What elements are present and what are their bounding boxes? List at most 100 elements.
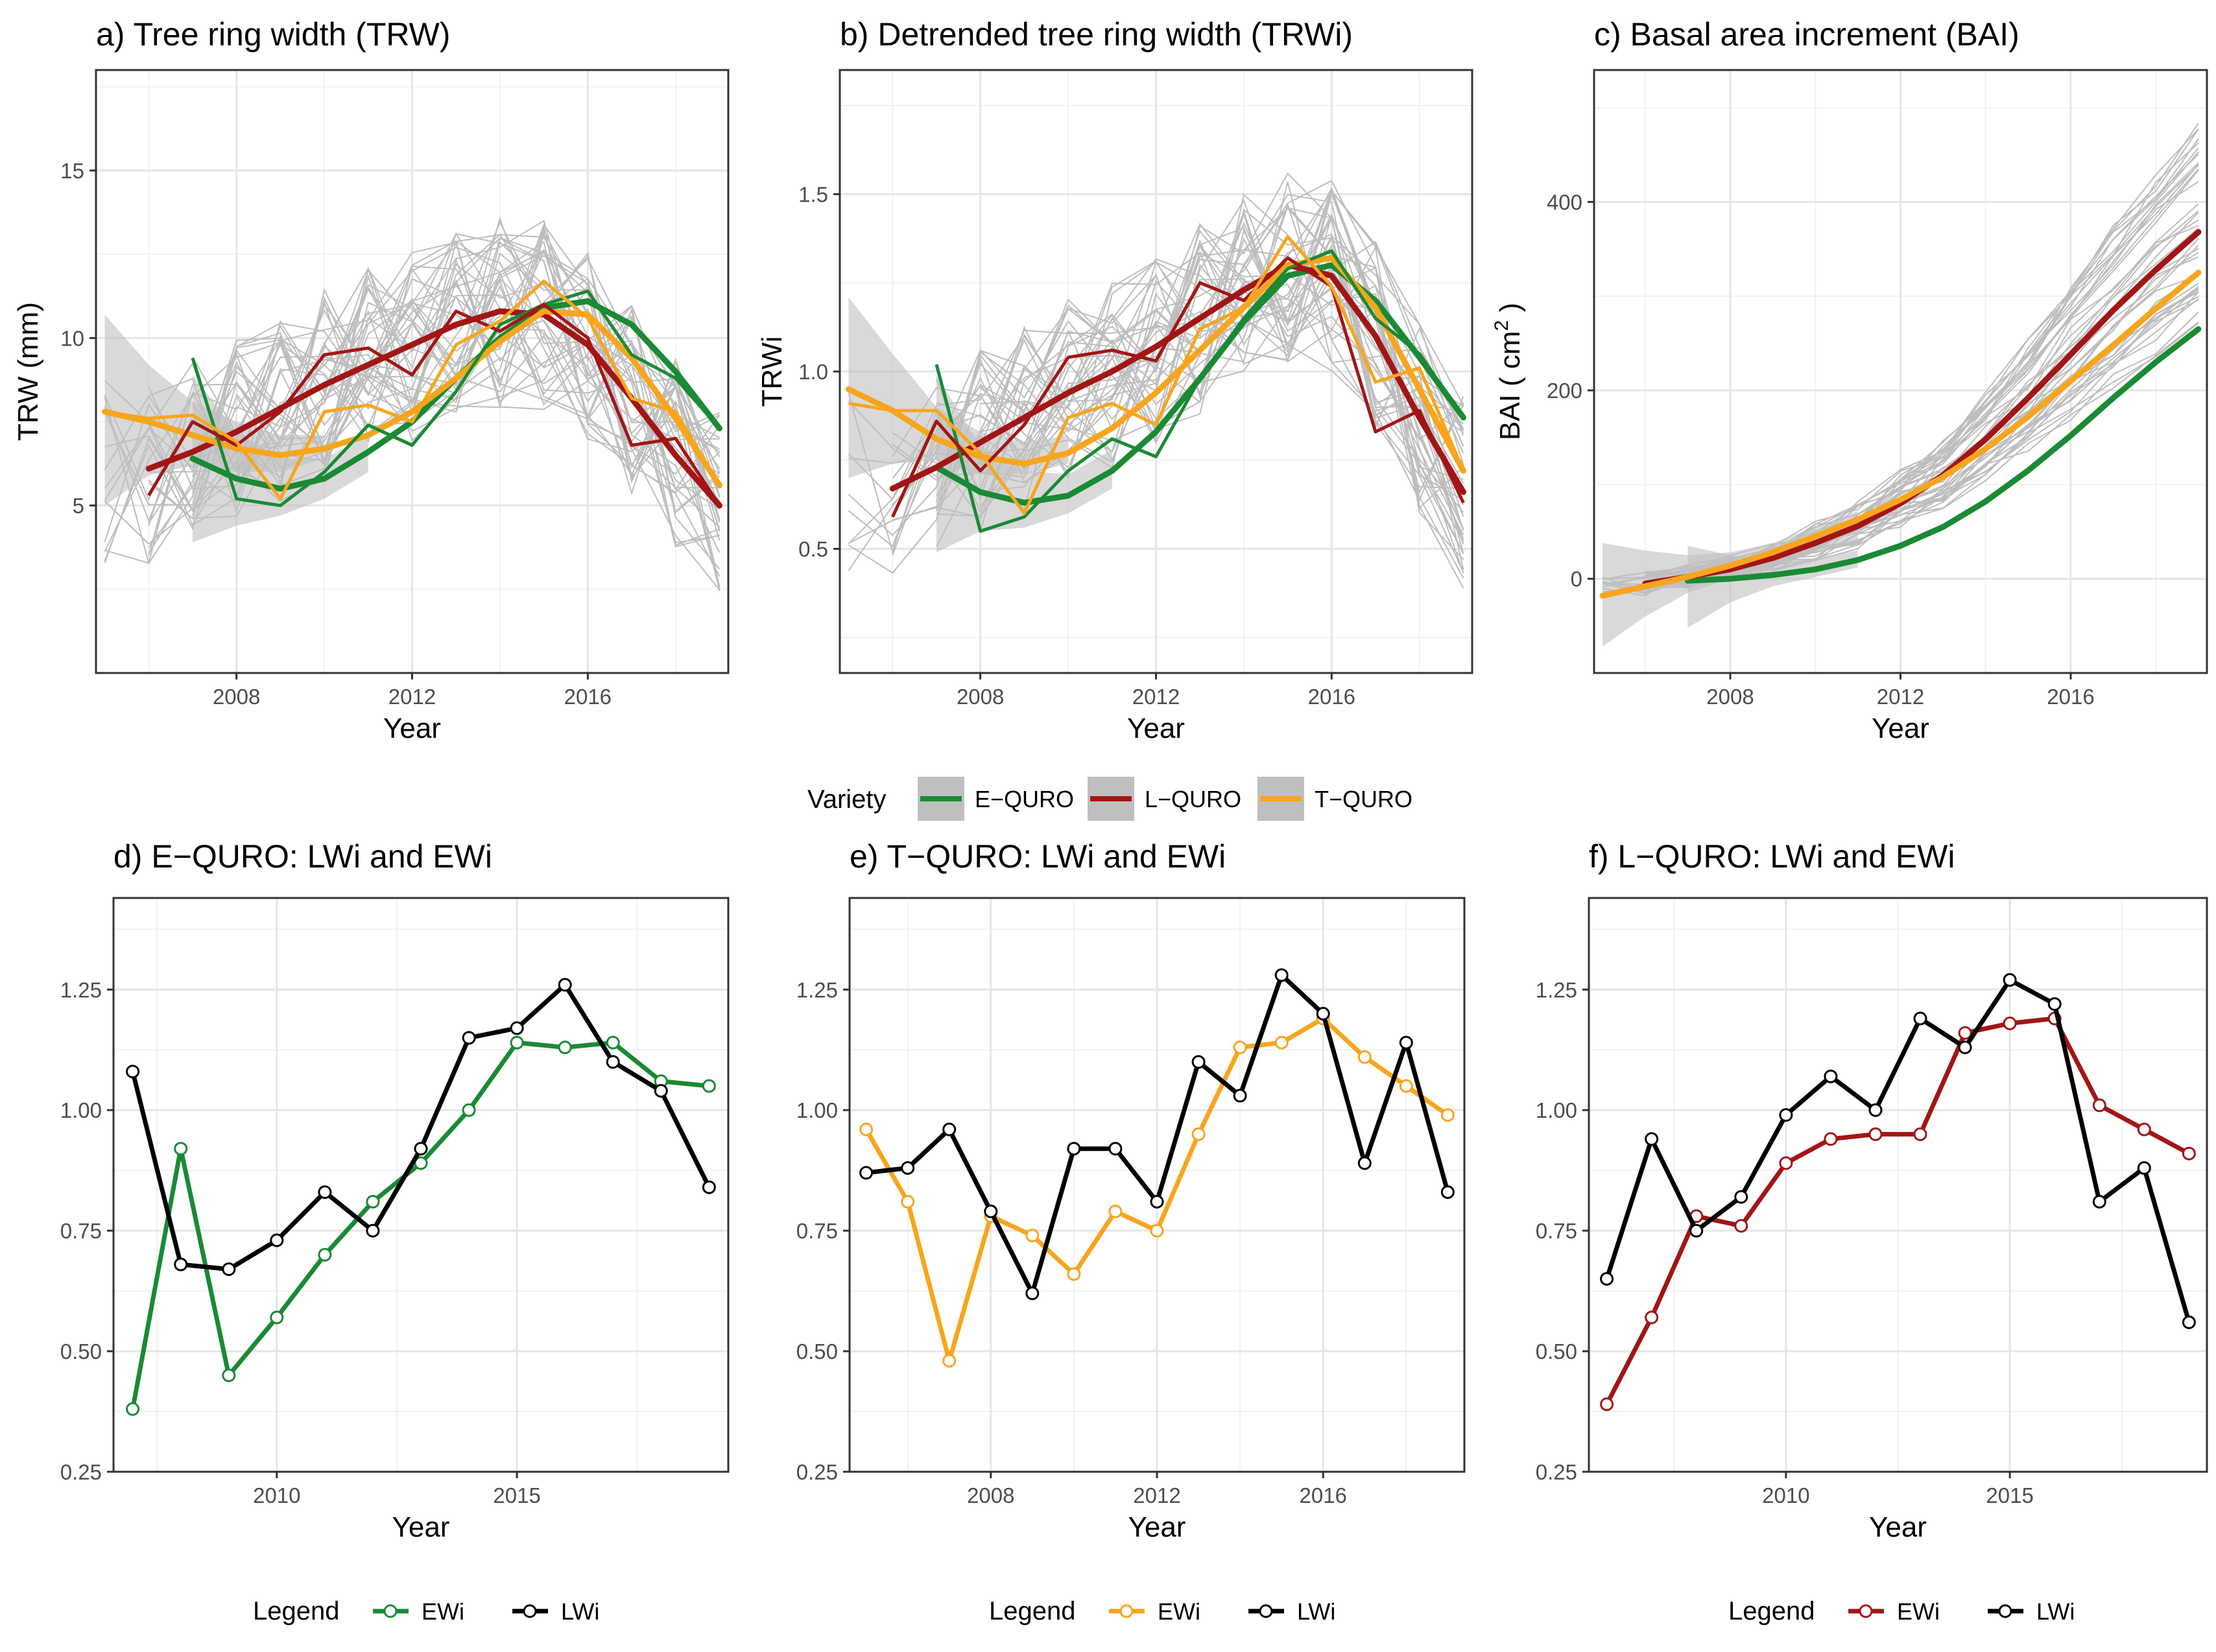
data-point-ewi — [2003, 1016, 2017, 1030]
legend-label: LWi — [561, 1598, 599, 1625]
data-point-ewi — [1868, 1127, 1883, 1141]
tree-series-line — [979, 230, 1464, 517]
data-point-lwi — [1067, 1142, 1081, 1156]
panel-title: c) Basal area increment (BAI) — [1594, 16, 2019, 53]
panel-f: f) L−QURO: LWi and EWi 2010 2015 0.25 0.50 0.… — [1536, 838, 2208, 1625]
confidence-band — [936, 375, 1112, 552]
data-point-lwi — [901, 1161, 915, 1175]
series-line-e-quro — [191, 289, 721, 508]
data-point-lwi — [1734, 1190, 1748, 1204]
data-point-lwi — [1958, 1041, 1972, 1054]
series-line-ewi — [1604, 1016, 2191, 1406]
panel-e: e) T−QURO: LWi and EWi 2008 2012 2016 0.25 0.… — [796, 838, 1466, 1625]
series-line-lwi — [1604, 977, 2191, 1323]
data-point-ewi — [1913, 1127, 1927, 1141]
data-point-ewi — [462, 1103, 476, 1117]
data-point-lwi — [2182, 1316, 2196, 1329]
y-tick-label: 1.00 — [60, 1098, 102, 1122]
y-tick-label: 10 — [60, 326, 84, 350]
legend-f: Legend EWi LWi — [1728, 1597, 2075, 1625]
panel-border — [112, 897, 730, 1473]
y-tick-label: 0.75 — [60, 1219, 102, 1243]
legend-title: Variety — [807, 785, 887, 814]
data-point-ewi — [702, 1079, 716, 1093]
y-axis-label: TRWi — [756, 336, 788, 407]
data-point-ewi — [859, 1122, 874, 1137]
data-point-ewi — [1025, 1229, 1040, 1243]
data-point-lwi — [942, 1122, 957, 1137]
smooth-line-t-quro — [102, 308, 722, 489]
y-tick-label: 1.0 — [798, 360, 828, 384]
data-point-lwi — [1868, 1103, 1883, 1117]
y-tick-label: 0.25 — [796, 1460, 838, 1484]
data-point-ewi — [2182, 1146, 2196, 1161]
legend-key-point — [1119, 1604, 1134, 1618]
legend-label: L−QURO — [1145, 786, 1241, 812]
panel-title: f) L−QURO: LWi and EWi — [1589, 838, 1955, 875]
y-tick-label: 0.75 — [796, 1219, 838, 1243]
y-tick-label: 0.50 — [60, 1339, 102, 1363]
tree-series-line — [980, 237, 1464, 571]
confidence-band — [848, 297, 1069, 478]
tree-series-line — [148, 284, 721, 524]
smooth-line-l-quro — [145, 308, 722, 509]
legend-label: LWi — [2036, 1598, 2075, 1625]
data-point-ewi — [1067, 1267, 1081, 1281]
data-point-lwi — [2047, 997, 2062, 1011]
x-tick-label: 2008 — [967, 1483, 1014, 1507]
data-point-lwi — [558, 978, 572, 992]
y-tick-label: 1.25 — [796, 978, 838, 1002]
data-point-ewi — [1440, 1108, 1455, 1122]
legend-label: E−QURO — [975, 786, 1074, 812]
data-point-ewi — [1824, 1132, 1838, 1146]
y-tick-label: 1.00 — [1536, 1098, 1577, 1122]
y-tick-label: 0.50 — [796, 1339, 838, 1363]
tree-series-line — [892, 191, 1464, 542]
data-point-lwi — [1824, 1069, 1838, 1083]
y-tick-label: 0.75 — [1536, 1219, 1577, 1243]
data-point-ewi — [222, 1368, 236, 1382]
data-point-lwi — [1913, 1011, 1927, 1026]
data-point-lwi — [654, 1084, 668, 1098]
y-tick-label: 1.5 — [798, 182, 828, 206]
data-point-lwi — [984, 1204, 998, 1218]
data-point-lwi — [1645, 1132, 1659, 1146]
data-point-lwi — [2092, 1195, 2106, 1209]
data-point-lwi — [1316, 1007, 1330, 1021]
data-point-lwi — [1440, 1185, 1455, 1199]
data-point-ewi — [318, 1247, 332, 1262]
y-axis-label: TRW (mm) — [12, 302, 44, 441]
panel-c: c) Basal area increment (BAI) 2008 2012 201… — [1491, 16, 2208, 744]
data-point-ewi — [558, 1041, 572, 1054]
legend-title: Legend — [253, 1597, 339, 1625]
panel-b: b) Detrended tree ring width (TRWi) 2008 2… — [756, 16, 1473, 744]
data-point-lwi — [1399, 1035, 1413, 1050]
panel-title: b) Detrended tree ring width (TRWi) — [840, 16, 1353, 53]
tree-series-line — [1730, 291, 2199, 574]
y-axis-label: BAI ( cm2 ) — [1491, 303, 1526, 440]
data-point-lwi — [1357, 1156, 1372, 1170]
data-point-lwi — [126, 1065, 140, 1079]
data-point-lwi — [366, 1223, 380, 1238]
data-point-ewi — [2137, 1122, 2151, 1137]
x-axis-label: Year — [392, 1511, 450, 1543]
data-point-ewi — [942, 1354, 957, 1368]
x-tick-label: 2012 — [1132, 685, 1180, 709]
smooth-line-l-quro — [889, 262, 1466, 495]
panel-border — [1588, 897, 2208, 1473]
y-tick-label: 0.50 — [1536, 1339, 1577, 1363]
data-point-ewi — [270, 1310, 284, 1325]
smooth-line-t-quro — [1599, 269, 2202, 599]
panel-a: a) Tree ring width (TRW) 2008 2012 2016 5 10 1… — [12, 16, 730, 744]
data-point-ewi — [1357, 1050, 1372, 1064]
x-tick-label: 2016 — [2047, 685, 2094, 709]
data-point-lwi — [1689, 1223, 1704, 1238]
data-point-ewi — [366, 1195, 380, 1209]
data-point-ewi — [1645, 1310, 1659, 1325]
panel-d: d) E−QURO: LWi and EWi 2010 2015 0.25 0.50 0.… — [60, 838, 730, 1625]
data-point-lwi — [859, 1166, 874, 1180]
y-tick-label: 0.25 — [1536, 1460, 1577, 1484]
data-point-lwi — [2003, 973, 2017, 987]
data-point-lwi — [174, 1257, 188, 1271]
tree-series-line — [148, 241, 721, 526]
